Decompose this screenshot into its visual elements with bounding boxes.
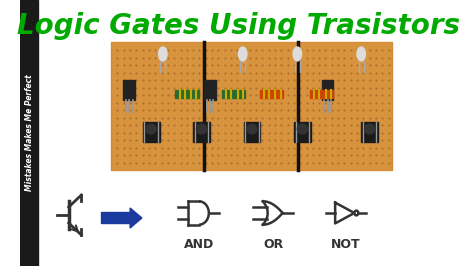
- Bar: [175, 90, 199, 98]
- Bar: [310, 90, 334, 98]
- Bar: [204, 80, 216, 100]
- Bar: [294, 122, 311, 142]
- Text: NOT: NOT: [331, 239, 361, 251]
- Bar: [322, 80, 334, 100]
- Text: Logic Gates Using Trasistors: Logic Gates Using Trasistors: [17, 12, 460, 40]
- Bar: [193, 122, 210, 142]
- Text: AND: AND: [184, 239, 214, 251]
- Bar: [222, 90, 245, 98]
- Bar: [123, 80, 135, 100]
- Ellipse shape: [238, 47, 247, 61]
- Ellipse shape: [297, 124, 308, 134]
- Text: OR: OR: [264, 239, 284, 251]
- Bar: [259, 90, 283, 98]
- Text: Mistakes Makes Me Perfect: Mistakes Makes Me Perfect: [25, 75, 34, 191]
- Ellipse shape: [365, 124, 374, 134]
- Bar: [20, 0, 38, 266]
- Ellipse shape: [247, 124, 257, 134]
- Bar: [244, 122, 260, 142]
- Ellipse shape: [197, 124, 207, 134]
- Ellipse shape: [357, 47, 365, 61]
- Bar: [111, 42, 392, 170]
- Circle shape: [355, 211, 358, 215]
- FancyArrow shape: [101, 208, 142, 228]
- Bar: [361, 122, 378, 142]
- Ellipse shape: [146, 124, 156, 134]
- Ellipse shape: [159, 47, 167, 61]
- Ellipse shape: [293, 47, 301, 61]
- Bar: [143, 122, 160, 142]
